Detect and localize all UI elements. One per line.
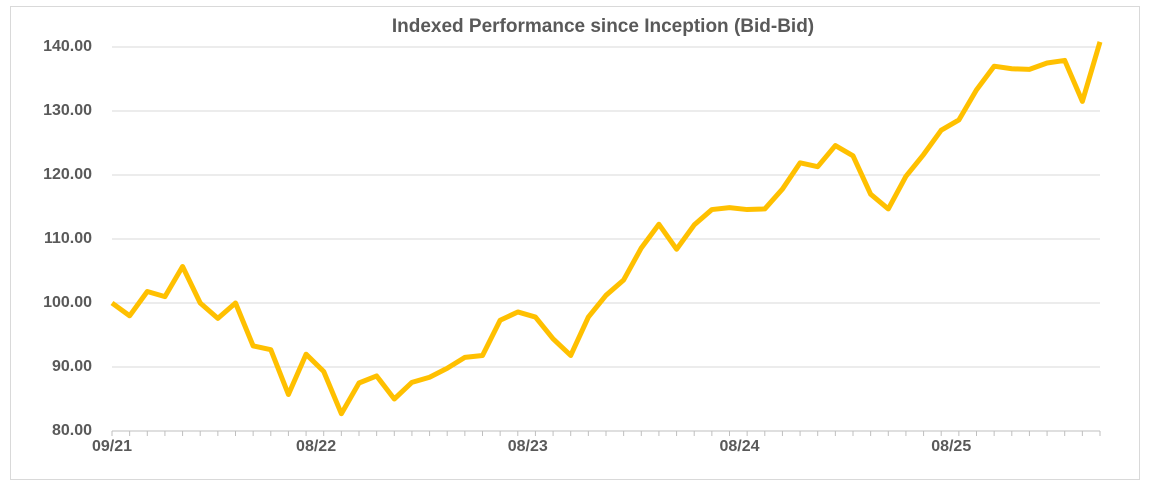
chart-frame [10, 6, 1140, 480]
y-tick-label: 80.00 [52, 422, 92, 439]
x-tick-label: 08/23 [508, 438, 548, 455]
chart-title: Indexed Performance since Inception (Bid… [392, 16, 814, 37]
y-tick-label: 140.00 [43, 38, 92, 55]
y-tick-label: 120.00 [43, 166, 92, 183]
series-line [110, 41, 1103, 417]
y-tick-label: 110.00 [44, 230, 92, 247]
x-tick-label: 08/22 [296, 438, 336, 455]
x-tick-label: 09/21 [92, 438, 132, 455]
y-tick-label: 90.00 [52, 358, 92, 375]
x-tick-label: 08/24 [719, 438, 759, 455]
y-tick-label: 130.00 [43, 102, 92, 119]
x-tick-label: 08/25 [931, 438, 971, 455]
plot-area [110, 41, 1103, 417]
y-tick-label: 100.00 [43, 294, 92, 311]
